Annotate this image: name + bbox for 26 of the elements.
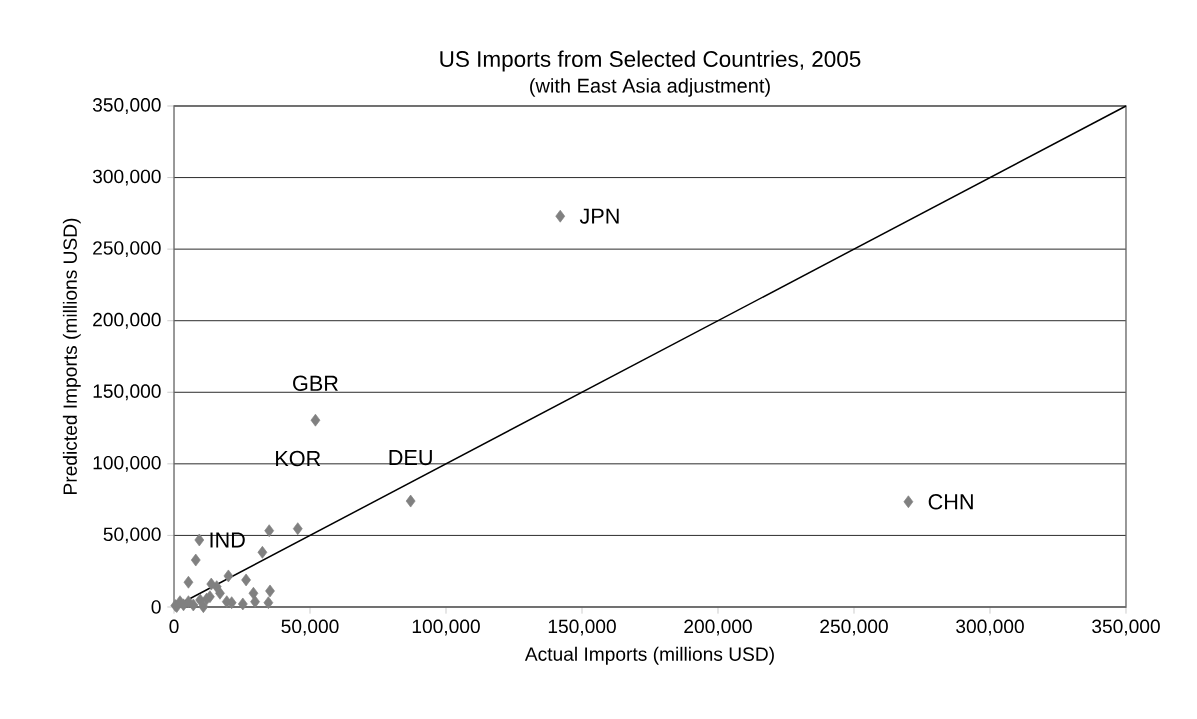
y-tick-label: 200,000 [93, 312, 161, 329]
x-tick-label: 50,000 [281, 619, 339, 636]
y-tick-label: 150,000 [93, 384, 161, 401]
y-tick-label: 350,000 [92, 98, 161, 114]
x-axis-title: Actual Imports (millions USD) [524, 646, 774, 665]
chart-title: US Imports from Selected Countries, 2005 [440, 50, 861, 72]
y-tick-label: 300,000 [92, 169, 161, 186]
x-tick-label: 350,000 [1092, 619, 1160, 636]
y-tick-label: 0 [151, 600, 161, 614]
y-tick-label: 50,000 [103, 527, 161, 544]
y-tick-label: 100,000 [93, 455, 161, 472]
annotation: DEU [389, 450, 432, 466]
chart-subtitle: (with East Asia adjustment) [530, 78, 770, 97]
x-tick-label: 100,000 [412, 619, 480, 636]
annotation: IND [210, 532, 245, 548]
y-axis-title: Predicted Imports (millions USD) [62, 218, 81, 494]
x-tick-label: 0 [169, 619, 179, 634]
x-tick-label: 200,000 [684, 619, 752, 636]
annotation: GBR [293, 375, 338, 391]
annotation: CHN [928, 494, 973, 510]
x-tick-label: 150,000 [548, 619, 616, 636]
annotation: KOR [276, 450, 321, 467]
y-tick-label: 250,000 [93, 241, 161, 258]
x-tick-label: 250,000 [820, 619, 888, 636]
annotation: JPN [579, 208, 619, 224]
x-tick-label: 300,000 [956, 619, 1024, 636]
